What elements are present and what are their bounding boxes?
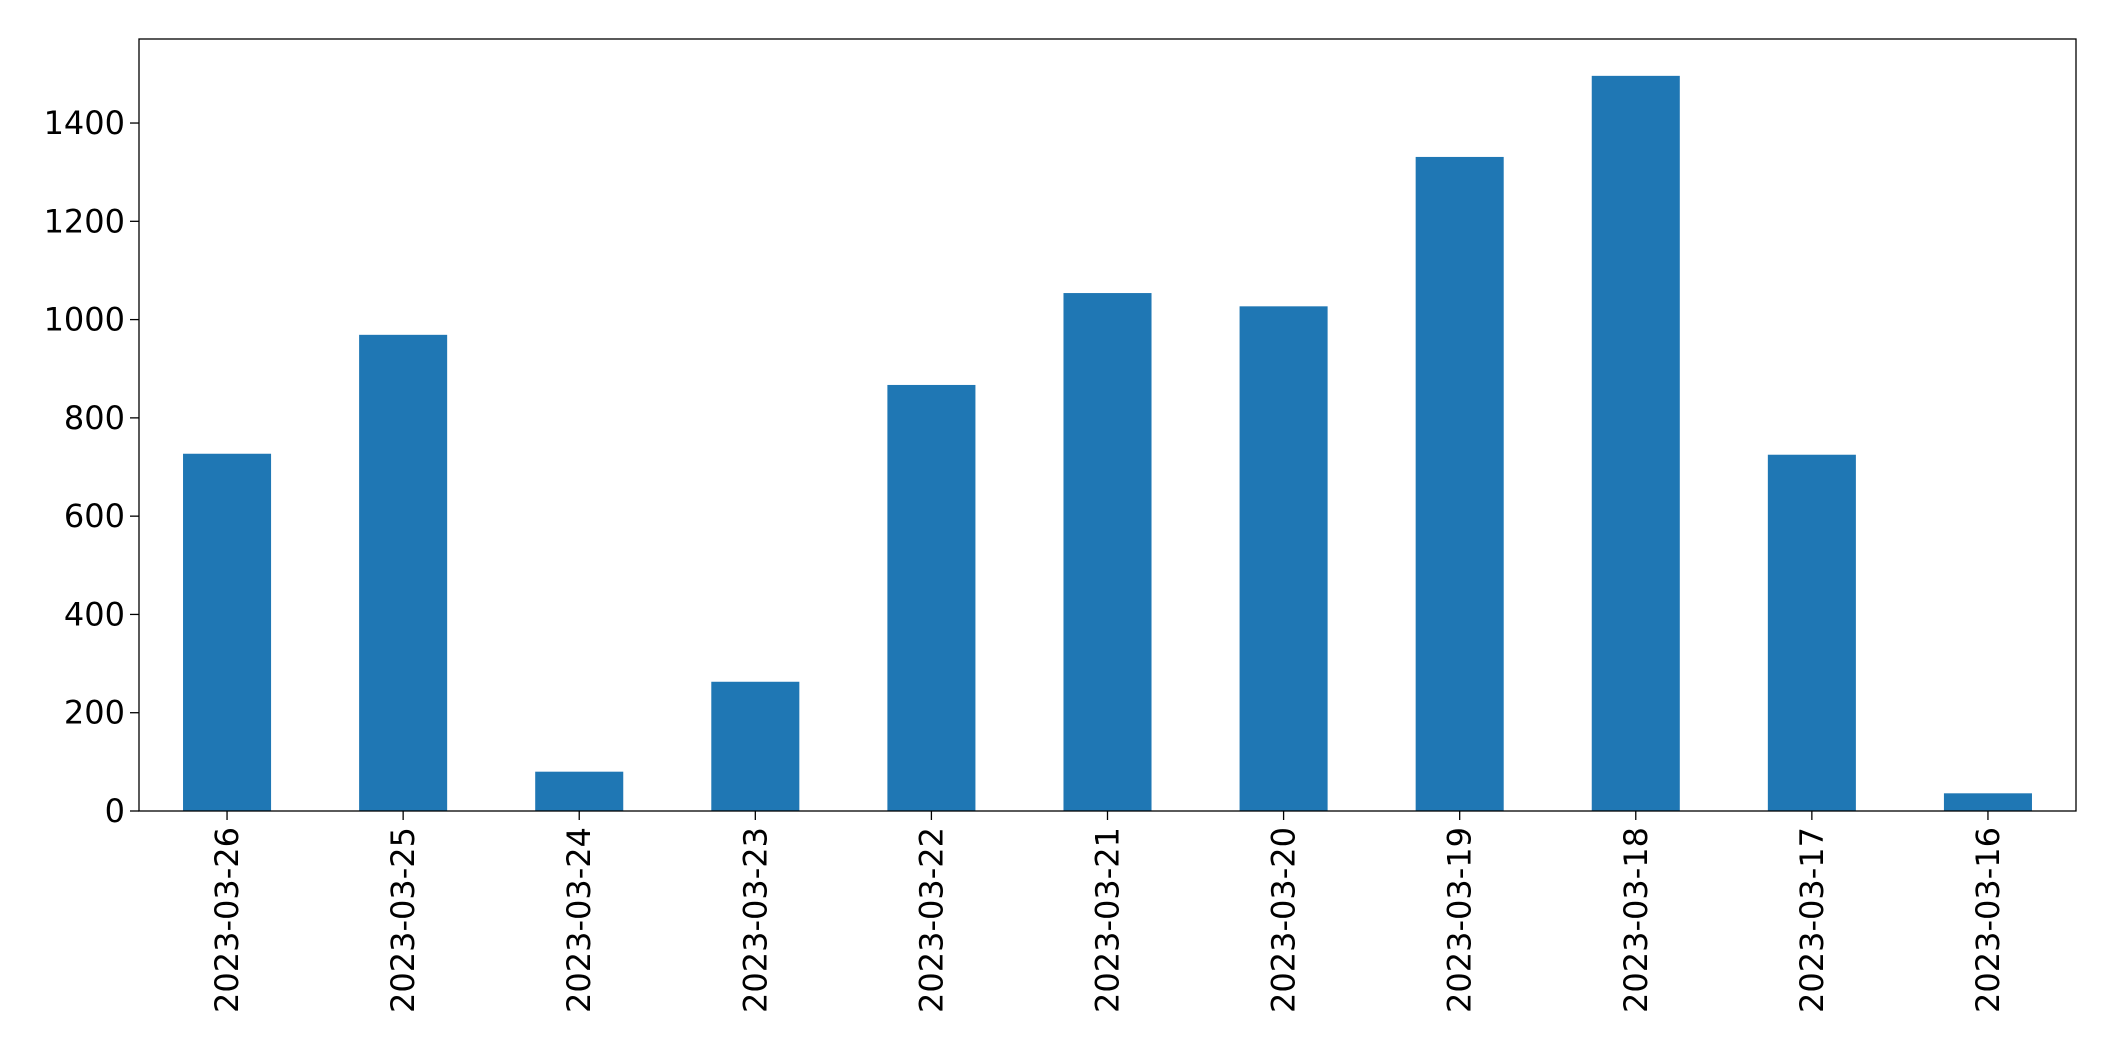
x-tick-label: 2023-03-24 (560, 827, 598, 1013)
bar (183, 453, 272, 811)
y-tick-label: 1000 (44, 301, 125, 339)
bar (1591, 75, 1680, 811)
y-tick-label: 800 (64, 399, 125, 437)
bar (535, 771, 624, 811)
plot-frame (138, 38, 2077, 812)
x-tick-label: 2023-03-23 (736, 827, 774, 1013)
bar (1063, 293, 1152, 812)
bar (887, 384, 976, 811)
x-tick-label: 2023-03-21 (1089, 827, 1127, 1013)
x-tick-label: 2023-03-26 (208, 827, 246, 1013)
bar (711, 681, 800, 811)
x-tick-label: 2023-03-22 (912, 827, 950, 1013)
y-tick-label: 400 (64, 595, 125, 633)
bar (1943, 793, 2032, 811)
y-tick-label: 1400 (44, 104, 125, 142)
x-tick-label: 2023-03-16 (1969, 827, 2007, 1013)
x-tick-label: 2023-03-20 (1265, 827, 1303, 1013)
bar (1767, 454, 1856, 811)
y-tick-label: 200 (64, 694, 125, 732)
y-tick-label: 0 (105, 792, 125, 830)
y-tick-label: 600 (64, 497, 125, 535)
y-tick-label: 1200 (44, 202, 125, 240)
bar (1239, 306, 1328, 811)
bar (359, 334, 448, 811)
x-tick-label: 2023-03-18 (1617, 827, 1655, 1013)
x-tick-label: 2023-03-19 (1441, 827, 1479, 1013)
x-tick-label: 2023-03-17 (1793, 827, 1831, 1013)
bar (1415, 156, 1504, 811)
x-tick-label: 2023-03-25 (384, 827, 422, 1013)
